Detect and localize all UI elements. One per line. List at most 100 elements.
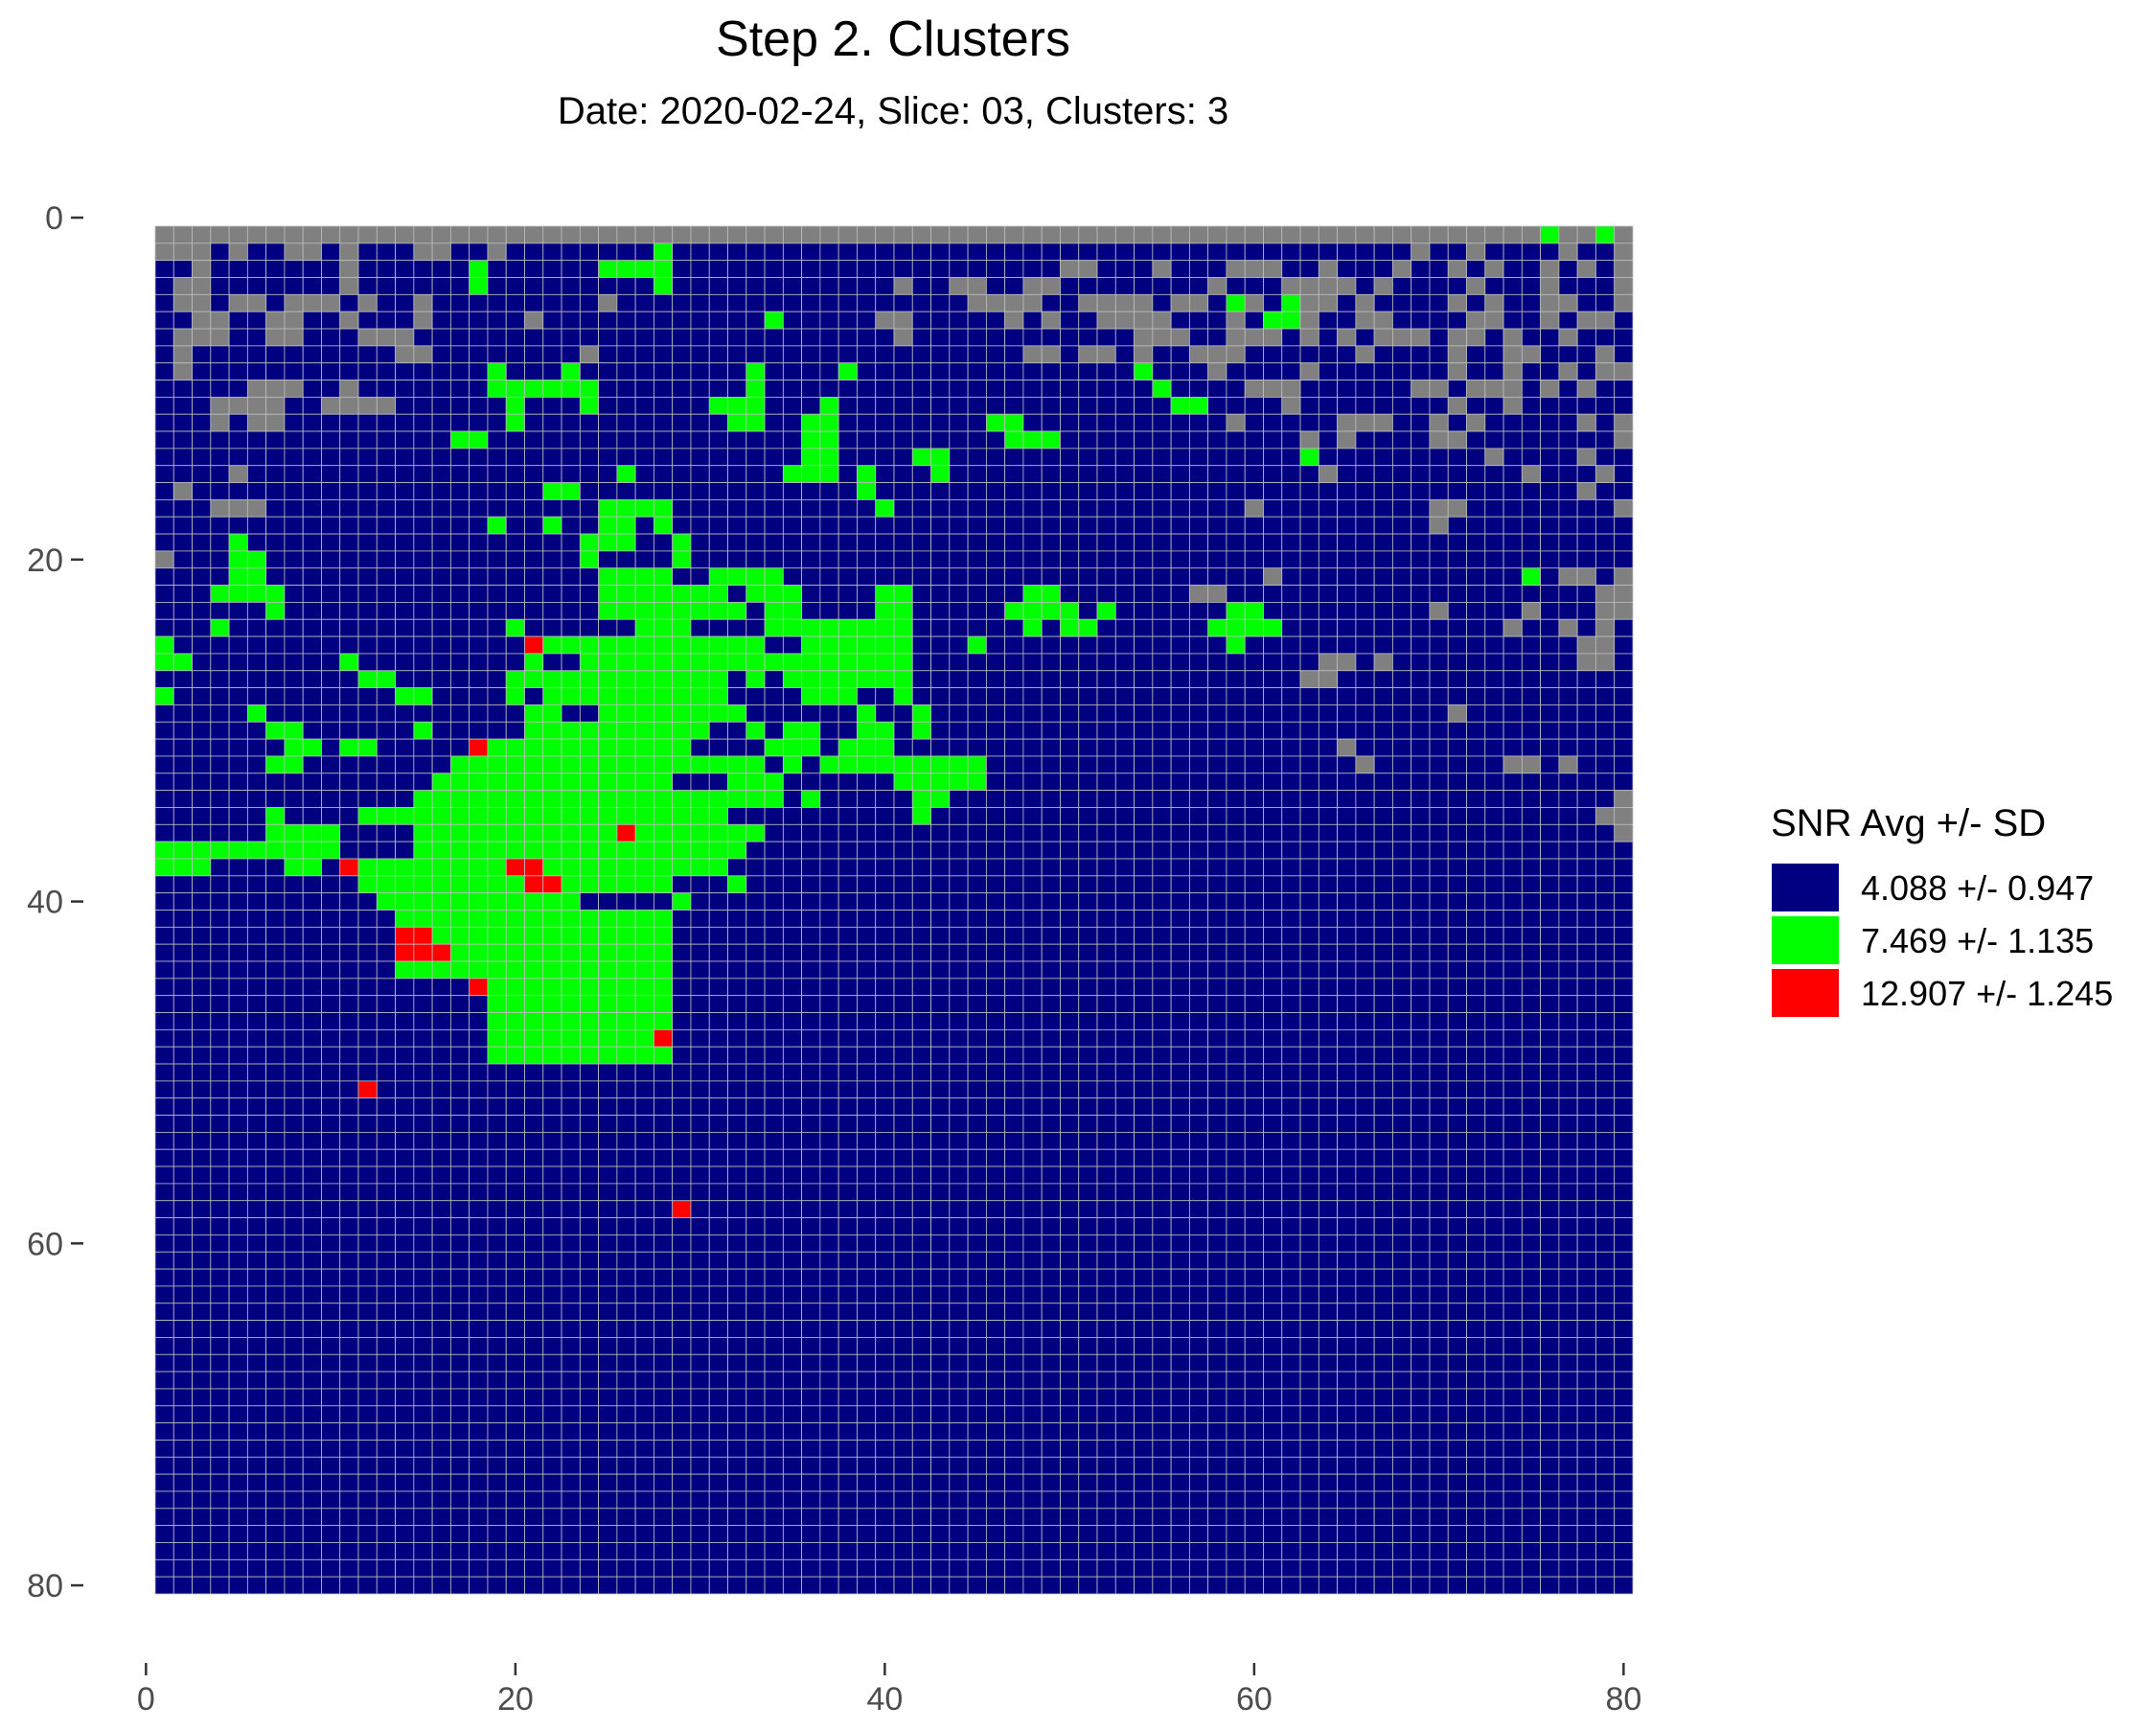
cell-cluster-1 bbox=[449, 1131, 470, 1150]
cell-cluster-1 bbox=[210, 738, 230, 757]
cell-cluster-1 bbox=[875, 978, 895, 997]
cell-cluster-1 bbox=[1540, 1012, 1560, 1030]
cell-cluster-1 bbox=[654, 1131, 674, 1150]
cell-cluster-1 bbox=[857, 516, 877, 535]
cell-cluster-1 bbox=[376, 413, 396, 432]
cell-cluster-1 bbox=[1484, 841, 1504, 860]
cell-empty bbox=[1614, 362, 1634, 381]
cell-cluster-1 bbox=[672, 1234, 692, 1253]
cell-cluster-1 bbox=[1060, 738, 1080, 757]
cell-cluster-1 bbox=[893, 516, 913, 535]
cell-cluster-1 bbox=[1004, 585, 1024, 603]
cell-cluster-2 bbox=[542, 516, 562, 535]
cell-cluster-1 bbox=[376, 602, 396, 620]
cell-cluster-1 bbox=[210, 345, 230, 364]
cell-cluster-1 bbox=[284, 482, 304, 500]
cell-empty bbox=[210, 311, 230, 330]
cell-cluster-1 bbox=[764, 380, 784, 398]
cell-cluster-1 bbox=[1595, 910, 1616, 928]
cell-cluster-1 bbox=[1207, 790, 1227, 808]
cell-cluster-2 bbox=[598, 755, 618, 774]
cell-cluster-2 bbox=[542, 721, 562, 740]
cell-cluster-1 bbox=[1447, 1165, 1467, 1185]
cell-cluster-1 bbox=[690, 910, 710, 928]
cell-cluster-1 bbox=[745, 1234, 766, 1253]
cell-empty bbox=[672, 225, 692, 244]
cell-cluster-1 bbox=[985, 1063, 1006, 1082]
cell-cluster-2 bbox=[857, 670, 877, 689]
cell-cluster-1 bbox=[1558, 704, 1578, 723]
cell-cluster-1 bbox=[357, 1046, 378, 1065]
cell-cluster-1 bbox=[321, 311, 341, 330]
cell-cluster-1 bbox=[949, 242, 969, 262]
cell-cluster-1 bbox=[172, 910, 193, 928]
cell-cluster-1 bbox=[782, 790, 803, 808]
cell-cluster-2 bbox=[598, 533, 618, 552]
cell-cluster-1 bbox=[1244, 773, 1264, 792]
cell-empty bbox=[1576, 448, 1596, 467]
cell-cluster-2 bbox=[745, 653, 766, 672]
cell-cluster-2 bbox=[654, 277, 674, 295]
cell-cluster-1 bbox=[505, 1200, 525, 1218]
cell-cluster-1 bbox=[837, 1028, 858, 1048]
cell-cluster-1 bbox=[1337, 635, 1357, 655]
cell-cluster-1 bbox=[561, 1200, 581, 1218]
cell-cluster-1 bbox=[1373, 858, 1393, 877]
cell-cluster-1 bbox=[449, 1063, 470, 1082]
cell-cluster-2 bbox=[469, 430, 489, 450]
cell-cluster-1 bbox=[561, 277, 581, 295]
cell-cluster-1 bbox=[1576, 892, 1596, 911]
cell-cluster-1 bbox=[357, 1251, 378, 1270]
cell-cluster-1 bbox=[1337, 1200, 1357, 1218]
cell-cluster-1 bbox=[1041, 1046, 1061, 1065]
cell-cluster-1 bbox=[1096, 790, 1116, 808]
cell-cluster-1 bbox=[1207, 978, 1227, 997]
cell-cluster-2 bbox=[708, 704, 728, 723]
cell-cluster-1 bbox=[764, 533, 784, 552]
cell-cluster-1 bbox=[246, 773, 267, 792]
cell-cluster-1 bbox=[875, 1115, 895, 1133]
cell-cluster-1 bbox=[413, 380, 433, 398]
cell-cluster-1 bbox=[1429, 738, 1449, 757]
cell-cluster-1 bbox=[745, 1131, 766, 1150]
cell-cluster-1 bbox=[801, 585, 821, 603]
cell-cluster-1 bbox=[487, 260, 507, 278]
cell-cluster-1 bbox=[949, 396, 969, 415]
cell-cluster-1 bbox=[265, 995, 286, 1013]
cell-cluster-1 bbox=[561, 602, 581, 620]
cell-cluster-1 bbox=[1595, 995, 1616, 1013]
cell-cluster-1 bbox=[449, 567, 470, 586]
cell-cluster-1 bbox=[764, 1251, 784, 1270]
cell-cluster-1 bbox=[654, 311, 674, 330]
cell-empty bbox=[1466, 311, 1486, 330]
cell-empty bbox=[1373, 413, 1393, 432]
cell-cluster-2 bbox=[561, 790, 581, 808]
cell-cluster-1 bbox=[930, 910, 951, 928]
cell-cluster-1 bbox=[192, 413, 212, 432]
cell-cluster-2 bbox=[524, 1046, 544, 1065]
cell-cluster-2 bbox=[801, 448, 821, 467]
cell-cluster-1 bbox=[1244, 430, 1264, 450]
cell-cluster-1 bbox=[1540, 1131, 1560, 1150]
cell-cluster-1 bbox=[265, 482, 286, 500]
cell-cluster-1 bbox=[1022, 738, 1043, 757]
cell-cluster-1 bbox=[1152, 738, 1172, 757]
cell-cluster-1 bbox=[857, 1115, 877, 1133]
cell-cluster-2 bbox=[524, 653, 544, 672]
cell-cluster-1 bbox=[1244, 943, 1264, 962]
cell-cluster-2 bbox=[579, 823, 600, 842]
cell-cluster-1 bbox=[893, 482, 913, 500]
cell-cluster-1 bbox=[1244, 1028, 1264, 1048]
cell-cluster-1 bbox=[1152, 943, 1172, 962]
cell-cluster-1 bbox=[395, 704, 415, 723]
cell-cluster-1 bbox=[893, 926, 913, 945]
cell-cluster-1 bbox=[1337, 960, 1357, 980]
cell-cluster-2 bbox=[654, 618, 674, 637]
cell-cluster-1 bbox=[487, 602, 507, 620]
cell-cluster-1 bbox=[413, 1183, 433, 1202]
cell-cluster-2 bbox=[561, 738, 581, 757]
cell-cluster-1 bbox=[246, 277, 267, 295]
cell-cluster-1 bbox=[449, 1217, 470, 1235]
cell-cluster-1 bbox=[395, 978, 415, 997]
cell-cluster-1 bbox=[1281, 1063, 1301, 1082]
